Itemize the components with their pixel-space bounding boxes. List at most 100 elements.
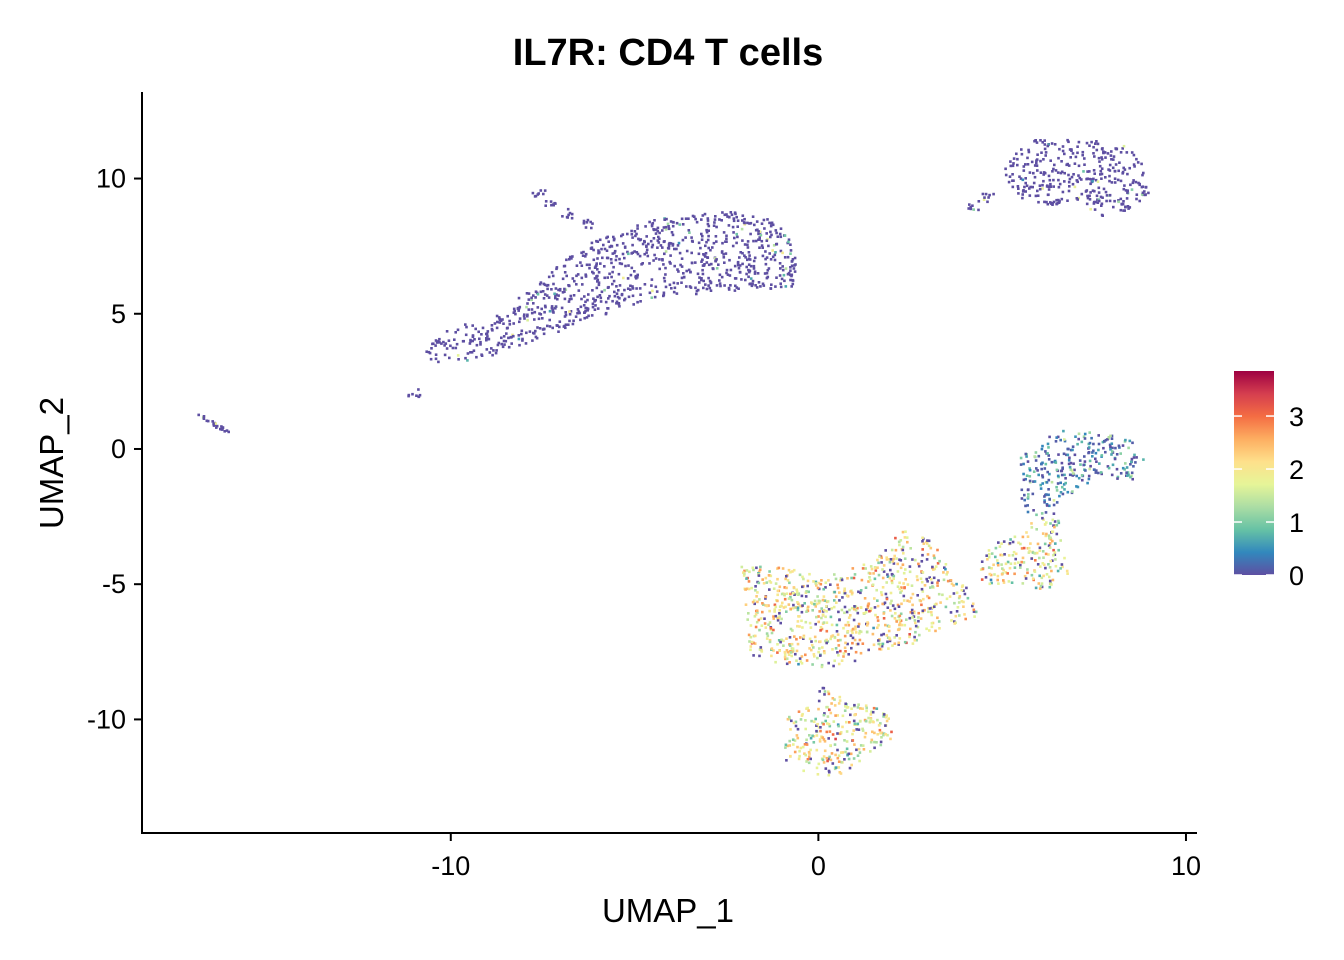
cell-point	[1019, 566, 1022, 569]
cell-point	[1127, 446, 1130, 450]
cell-point	[837, 610, 840, 614]
cell-point	[1020, 560, 1023, 564]
cell-point	[603, 265, 606, 268]
cell-point	[1017, 541, 1020, 545]
cell-point	[615, 302, 618, 305]
cell-point	[434, 344, 437, 347]
cell-point	[1039, 584, 1043, 588]
cell-point	[1041, 474, 1044, 477]
cell-point	[876, 599, 879, 602]
cell-point	[1093, 172, 1096, 175]
cell-point	[848, 608, 851, 612]
cell-point	[668, 260, 671, 264]
cell-point	[551, 307, 554, 310]
cell-point	[1078, 176, 1082, 180]
cell-point	[1116, 477, 1119, 480]
cell-point	[870, 738, 874, 742]
cell-point	[829, 758, 833, 762]
cell-point	[1077, 174, 1080, 177]
cell-point	[880, 731, 884, 735]
cell-point	[568, 310, 571, 313]
cell-point	[1061, 145, 1065, 148]
cell-point	[1138, 182, 1141, 186]
cell-point	[715, 267, 719, 270]
cell-point	[1073, 185, 1077, 189]
cell-point	[1024, 177, 1027, 180]
cell-point	[868, 720, 872, 724]
cell-point	[986, 200, 989, 204]
cell-point	[882, 713, 886, 716]
cell-point	[1108, 169, 1112, 172]
cell-point	[760, 624, 764, 627]
cell-point	[772, 587, 776, 590]
cell-point	[788, 661, 791, 664]
cell-point	[652, 228, 655, 231]
cell-point	[542, 192, 545, 196]
cell-point	[831, 762, 835, 765]
cell-point	[1040, 467, 1043, 471]
cell-point	[778, 649, 781, 652]
cell-point	[618, 262, 622, 265]
cell-point	[652, 259, 655, 262]
cell-point	[736, 225, 739, 228]
cell-point	[1053, 143, 1057, 146]
cell-point	[676, 282, 679, 285]
cell-point	[1009, 164, 1013, 168]
cell-point	[1100, 177, 1103, 180]
cell-point	[617, 289, 620, 292]
cell-point	[856, 706, 860, 709]
cell-point	[1066, 572, 1069, 575]
cell-point	[537, 317, 541, 321]
cell-point	[920, 560, 924, 563]
cell-point	[864, 704, 868, 707]
cell-point	[997, 582, 1000, 585]
cell-point	[962, 605, 965, 608]
cell-point	[650, 245, 654, 249]
cell-point	[742, 221, 746, 224]
cell-point	[662, 226, 666, 229]
cell-point	[762, 582, 766, 585]
cell-point	[1124, 438, 1127, 442]
cell-point	[699, 278, 703, 282]
cell-point	[830, 635, 833, 638]
cell-point	[916, 625, 920, 629]
cell-point	[789, 596, 792, 599]
cell-point	[882, 570, 886, 573]
cell-point	[1131, 441, 1134, 445]
cell-point	[788, 717, 791, 721]
cell-point	[818, 610, 821, 613]
cell-point	[653, 219, 656, 222]
cell-point	[564, 326, 567, 330]
cell-point	[646, 254, 650, 258]
cell-point	[869, 607, 873, 610]
cell-point	[1082, 170, 1085, 173]
cell-point	[842, 626, 845, 630]
cell-point	[567, 300, 571, 303]
cell-point	[819, 729, 822, 733]
cell-point	[792, 568, 796, 572]
cell-point	[761, 610, 764, 614]
cell-point	[626, 232, 629, 236]
cell-point	[1038, 556, 1041, 560]
cell-point	[502, 335, 506, 338]
cell-point	[1041, 475, 1045, 479]
cell-point	[549, 200, 553, 203]
cell-point	[1042, 179, 1045, 183]
cell-point	[1055, 523, 1059, 527]
cell-point	[868, 572, 872, 575]
cell-point	[770, 221, 774, 225]
cell-point	[1115, 467, 1119, 471]
cell-point	[1020, 148, 1023, 151]
cell-point	[845, 730, 849, 733]
cell-point	[807, 750, 811, 754]
cell-point	[1040, 582, 1044, 585]
cell-point	[705, 240, 708, 244]
cell-point	[631, 236, 634, 239]
cell-point	[766, 269, 770, 272]
cell-point	[881, 576, 885, 580]
cell-point	[727, 286, 731, 290]
cell-point	[1052, 178, 1055, 182]
cell-point	[873, 606, 877, 609]
cell-point	[1075, 485, 1078, 488]
